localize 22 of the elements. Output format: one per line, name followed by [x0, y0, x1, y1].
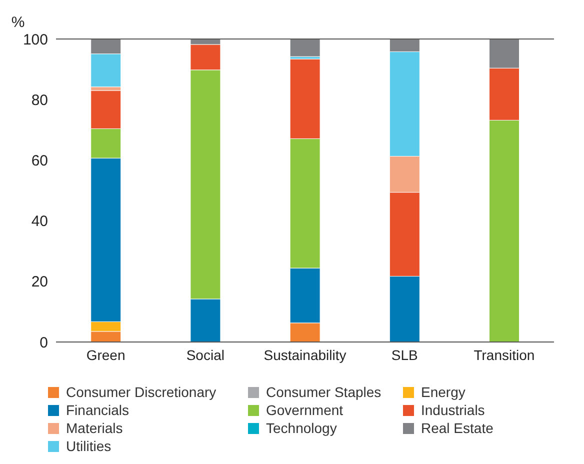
x-tick-label: Transition	[474, 346, 535, 363]
y-tick-label: 80	[31, 92, 48, 109]
legend-label: Real Estate	[421, 420, 494, 436]
legend-label: Utilities	[66, 438, 112, 454]
y-tick-label: 60	[31, 152, 48, 170]
y-tick-label: 40	[31, 213, 48, 230]
x-tick-label: Green	[86, 346, 126, 363]
legend-label: Materials	[66, 420, 123, 436]
legend-label: Energy	[421, 384, 466, 400]
legend-label: Technology	[266, 420, 337, 436]
legend-label: Industrials	[421, 402, 485, 418]
y-tick-label: 0	[40, 334, 48, 352]
x-tick-label: Sustainability	[264, 346, 346, 363]
legend-label: Financials	[66, 402, 130, 418]
legend-label: Government	[266, 402, 344, 418]
x-tick-label: SLB	[391, 346, 418, 363]
y-axis-title: %	[11, 14, 25, 31]
y-tick-label: 20	[31, 274, 48, 291]
legend-label: Consumer Staples	[266, 384, 382, 400]
y-tick-label: 100	[22, 31, 48, 48]
x-tick-label: Social	[186, 346, 224, 363]
legend-label: Consumer Discretionary	[66, 384, 216, 400]
